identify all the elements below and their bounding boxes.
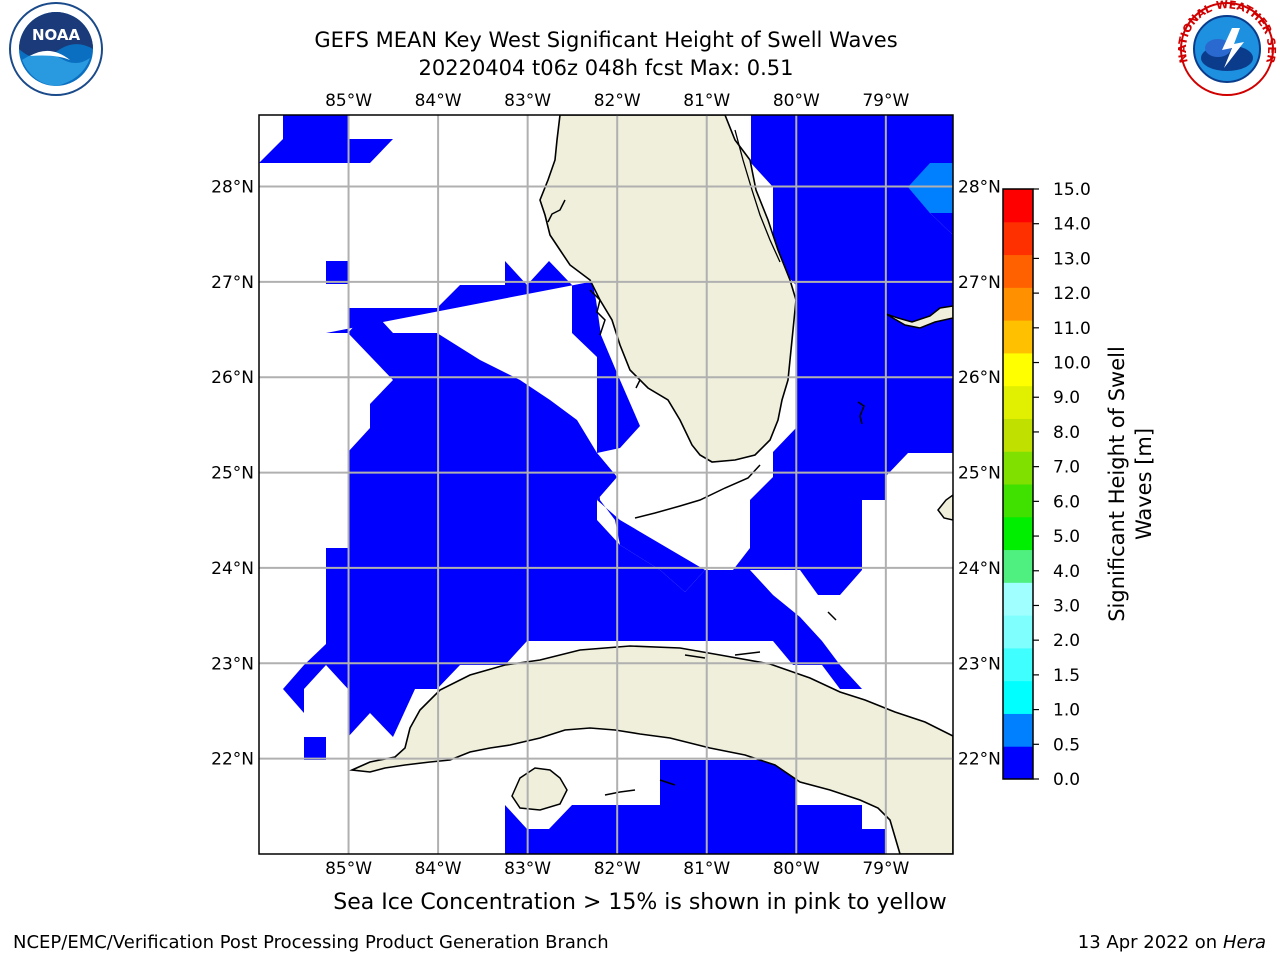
lat-tick-label: 28°N — [211, 178, 254, 198]
colorbar-segment — [1003, 385, 1033, 419]
bahamas-land — [885, 305, 953, 329]
map-subtitle: 20220404 t06z 048h fcst Max: 0.51 — [418, 56, 794, 80]
colorbar-tick-label: 2.0 — [1053, 631, 1080, 651]
lat-tick-label: 24°N — [211, 559, 254, 579]
lat-labels-left: 28°N 27°N 26°N 25°N 24°N 23°N 22°N — [211, 178, 254, 770]
map-frame — [258, 114, 954, 855]
colorbar-segment — [1003, 582, 1033, 616]
colorbar-segment — [1003, 746, 1033, 780]
lon-labels-top: 85°W 84°W 83°W 82°W 81°W 80°W 79°W — [325, 91, 909, 111]
lat-tick-label: 22°N — [958, 750, 1001, 770]
lon-tick-label: 79°W — [862, 91, 909, 111]
lat-tick-label: 23°N — [211, 654, 254, 674]
colorbar-tick-label: 10.0 — [1053, 354, 1091, 374]
lon-tick-label: 85°W — [325, 91, 372, 111]
noaa-logo: NOAA — [9, 2, 103, 96]
colorbar-frame — [1002, 188, 1034, 780]
lon-tick-label: 82°W — [594, 859, 641, 879]
colorbar-tick-label: 3.0 — [1053, 596, 1080, 616]
colorbar-tick-label: 12.0 — [1053, 284, 1091, 304]
lat-tick-label: 28°N — [958, 178, 1001, 198]
lon-tick-label: 85°W — [325, 859, 372, 879]
colorbar — [1002, 188, 1034, 780]
noaa-logo-text: NOAA — [32, 26, 81, 44]
lon-tick-label: 83°W — [504, 91, 551, 111]
lon-tick-label: 84°W — [415, 859, 462, 879]
swell-height-field — [259, 115, 953, 854]
colorbar-segment — [1003, 287, 1033, 321]
colorbar-segment — [1003, 418, 1033, 452]
footer-credit: NCEP/EMC/Verification Post Processing Pr… — [13, 932, 609, 953]
colorbar-tick-label: 14.0 — [1053, 215, 1091, 235]
colorbar-label-line1: Significant Height of Swell — [1105, 346, 1129, 622]
lon-tick-label: 84°W — [415, 91, 462, 111]
lat-tick-label: 26°N — [211, 368, 254, 388]
lon-tick-label: 82°W — [594, 91, 641, 111]
isle-of-youth — [511, 767, 568, 811]
colorbar-segment — [1003, 189, 1033, 223]
colorbar-segment — [1003, 320, 1033, 354]
florida-land — [539, 115, 797, 463]
lon-labels-bottom: 85°W 84°W 83°W 82°W 81°W 80°W 79°W — [325, 859, 909, 879]
colorbar-tick-label: 1.5 — [1053, 666, 1080, 686]
footer-date: 13 Apr 2022 on Hera — [1078, 932, 1266, 953]
footer-host: Hera — [1222, 932, 1266, 953]
colorbar-tick-label: 0.5 — [1053, 735, 1080, 755]
lon-tick-label: 80°W — [773, 91, 820, 111]
map-area — [259, 115, 953, 854]
colorbar-segment — [1003, 254, 1033, 288]
colorbar-tick-label: 0.0 — [1053, 770, 1080, 790]
lat-tick-label: 27°N — [958, 273, 1001, 293]
colorbar-segment — [1003, 680, 1033, 714]
colorbar-segment — [1003, 352, 1033, 387]
colorbar-tick-label: 4.0 — [1053, 562, 1080, 582]
footer-date-text: 13 Apr 2022 on — [1077, 932, 1218, 953]
colorbar-tick-label: 6.0 — [1053, 492, 1080, 512]
lon-tick-label: 80°W — [773, 859, 820, 879]
highlight-cell — [908, 163, 953, 213]
nws-ring-text: NATIONAL WEATHER SERVICE — [0, 0, 1278, 65]
colorbar-tick-label: 11.0 — [1053, 319, 1091, 339]
colorbar-segment — [1003, 713, 1033, 747]
cuba-land — [348, 645, 953, 854]
map-title: GEFS MEAN Key West Significant Height of… — [314, 28, 898, 52]
colorbar-tick-label: 13.0 — [1053, 249, 1091, 269]
lon-tick-label: 83°W — [504, 859, 551, 879]
colorbar-tick-label: 5.0 — [1053, 527, 1080, 547]
lat-labels-right: 28°N 27°N 26°N 25°N 24°N 23°N 22°N — [958, 178, 1001, 770]
lon-tick-label: 81°W — [683, 91, 730, 111]
lat-tick-label: 22°N — [211, 750, 254, 770]
lon-tick-label: 79°W — [862, 859, 909, 879]
colorbar-segment — [1003, 451, 1033, 485]
colorbar-ticks: 15.0 14.0 13.0 12.0 11.0 10.0 9.0 8.0 7.0 6.0 5.0 4… — [1033, 180, 1091, 790]
colorbar-segment — [1003, 221, 1033, 256]
graticule — [259, 115, 953, 854]
colorbar-tick-label: 15.0 — [1053, 180, 1091, 200]
nws-logo: NATIONAL WEATHER SERVICE — [0, 0, 1278, 96]
colorbar-tick-label: 8.0 — [1053, 423, 1080, 443]
lat-tick-label: 25°N — [211, 464, 254, 484]
colorbar-segment — [1003, 516, 1033, 551]
colorbar-segment — [1003, 549, 1033, 583]
lon-tick-label: 81°W — [683, 859, 730, 879]
lat-tick-label: 26°N — [958, 368, 1001, 388]
colorbar-segment — [1003, 615, 1033, 649]
lat-tick-label: 23°N — [958, 654, 1001, 674]
colorbar-segment — [1003, 484, 1033, 518]
colorbar-tick-label: 1.0 — [1053, 701, 1080, 721]
sea-ice-note: Sea Ice Concentration > 15% is shown in … — [333, 890, 947, 915]
colorbar-tick-label: 7.0 — [1053, 458, 1080, 478]
colorbar-segment — [1003, 647, 1033, 682]
colorbar-label-line2: Waves [m] — [1132, 428, 1156, 540]
lat-tick-label: 25°N — [958, 464, 1001, 484]
colorbar-tick-label: 9.0 — [1053, 388, 1080, 408]
lat-tick-label: 24°N — [958, 559, 1001, 579]
lat-tick-label: 27°N — [211, 273, 254, 293]
